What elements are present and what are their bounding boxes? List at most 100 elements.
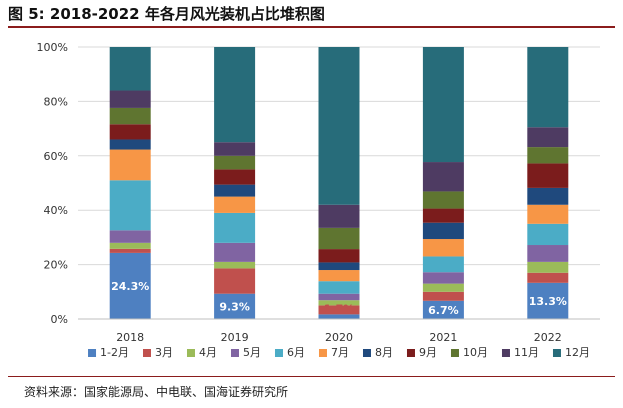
bar-segment xyxy=(109,47,151,91)
bar-segment xyxy=(527,147,569,164)
data-label: 1.7% xyxy=(324,302,355,315)
bar-segment xyxy=(109,230,151,243)
bar-segment xyxy=(109,139,151,150)
figure-title: 图 5: 2018-2022 年各月风光装机占比堆积图 xyxy=(8,5,325,23)
y-tick-label: 60% xyxy=(44,150,68,163)
bar-segment xyxy=(214,212,256,243)
title-rule xyxy=(8,26,615,28)
bar-segment xyxy=(527,282,569,319)
bar-segment xyxy=(422,272,464,284)
data-label: 6.7% xyxy=(428,304,459,317)
x-tick-label: 2018 xyxy=(116,331,144,344)
bar-segment xyxy=(214,242,256,262)
bar-segment xyxy=(214,142,256,156)
bar-segment xyxy=(109,124,151,140)
legend-item: 6月 xyxy=(274,346,305,359)
bar-segment xyxy=(318,305,360,315)
legend-label: 9月 xyxy=(419,346,437,359)
legend-swatch xyxy=(318,349,327,357)
bar-segment xyxy=(422,291,464,301)
y-tick-label: 100% xyxy=(37,41,68,54)
bar-segment xyxy=(109,149,151,181)
legend-label: 8月 xyxy=(375,346,393,359)
legend-item: 4月 xyxy=(186,346,217,359)
bar-segment xyxy=(422,283,464,292)
bar-segment xyxy=(214,184,256,197)
y-tick-label: 0% xyxy=(51,313,68,326)
bar-segment xyxy=(422,256,464,273)
bar-segment xyxy=(318,204,360,228)
y-tick-label: 40% xyxy=(44,204,68,217)
bar-segment xyxy=(527,163,569,188)
bar-segment xyxy=(422,208,464,223)
bar-segment xyxy=(527,261,569,273)
x-tick-label: 2020 xyxy=(325,331,353,344)
legend-item: 11月 xyxy=(501,346,539,359)
bar-segment xyxy=(527,245,569,262)
bar-segment xyxy=(214,293,256,319)
bar-segment xyxy=(318,281,360,294)
legend-swatch xyxy=(450,349,459,357)
data-label: 24.3% xyxy=(111,280,149,293)
bar-segment xyxy=(318,300,360,306)
bar-segment xyxy=(422,300,464,319)
bar-segment xyxy=(318,249,360,263)
legend-label: 7月 xyxy=(331,346,349,359)
bar-segment xyxy=(422,191,464,209)
legend-item: 3月 xyxy=(142,346,173,359)
legend-label: 10月 xyxy=(463,346,488,359)
bar-segment xyxy=(527,127,569,148)
legend-swatch xyxy=(230,349,239,357)
legend-label: 11月 xyxy=(514,346,539,359)
x-tick-label: 2019 xyxy=(221,331,249,344)
bar-segment xyxy=(109,248,151,253)
bar-segment xyxy=(214,169,256,185)
legend-swatch xyxy=(406,349,415,357)
legend-label: 4月 xyxy=(199,346,217,359)
data-labels: 24.3% 9.3% 1.7% 6.7% 13.3% xyxy=(111,280,567,317)
bar-segment xyxy=(318,227,360,250)
legend-item: 12月 xyxy=(552,346,590,359)
legend-item: 7月 xyxy=(318,346,349,359)
legend-label: 6月 xyxy=(287,346,305,359)
bar-segment xyxy=(214,196,256,213)
bar-segment xyxy=(214,155,256,170)
bar-segment xyxy=(422,239,464,257)
bar-segment xyxy=(214,268,256,294)
legend-item: 9月 xyxy=(406,346,437,359)
legend-swatch xyxy=(186,349,195,357)
legend-item: 8月 xyxy=(362,346,393,359)
bar-segment xyxy=(318,270,360,282)
bar-segment xyxy=(422,162,464,192)
legend-swatch xyxy=(501,349,510,357)
bar-segment xyxy=(318,314,360,319)
bar-segment xyxy=(527,272,569,283)
legend-label: 12月 xyxy=(565,346,590,359)
legend-label: 1-2月 xyxy=(100,346,129,359)
legend: 1-2月 3月 4月 5月 6月 7月 8月 9月 10月 11月 12月 xyxy=(88,346,590,359)
bars xyxy=(109,47,569,319)
legend-swatch xyxy=(142,349,151,357)
bar-segment xyxy=(422,222,464,240)
bar-segment xyxy=(214,47,256,143)
x-axis: 2018 2019 2020 2021 2022 xyxy=(78,318,600,344)
y-axis: 0% 20% 40% 60% 80% 100% xyxy=(37,41,68,326)
bar-segment xyxy=(214,261,256,269)
data-label: 13.3% xyxy=(529,295,567,308)
bar-segment xyxy=(318,47,360,205)
figure-source: 资料来源：国家能源局、中电联、国海证券研究所 xyxy=(24,385,289,399)
bar-segment xyxy=(109,242,151,249)
bar-segment xyxy=(527,187,569,205)
legend-item: 1-2月 xyxy=(88,346,129,359)
bar-segment xyxy=(318,262,360,271)
bar-segment xyxy=(109,252,151,319)
legend-swatch xyxy=(274,349,283,357)
x-tick-label: 2022 xyxy=(534,331,562,344)
legend-swatch xyxy=(88,349,97,357)
legend-swatch xyxy=(552,349,561,357)
bar-segment xyxy=(422,47,464,163)
legend-swatch xyxy=(362,349,371,357)
legend-label: 3月 xyxy=(155,346,173,359)
